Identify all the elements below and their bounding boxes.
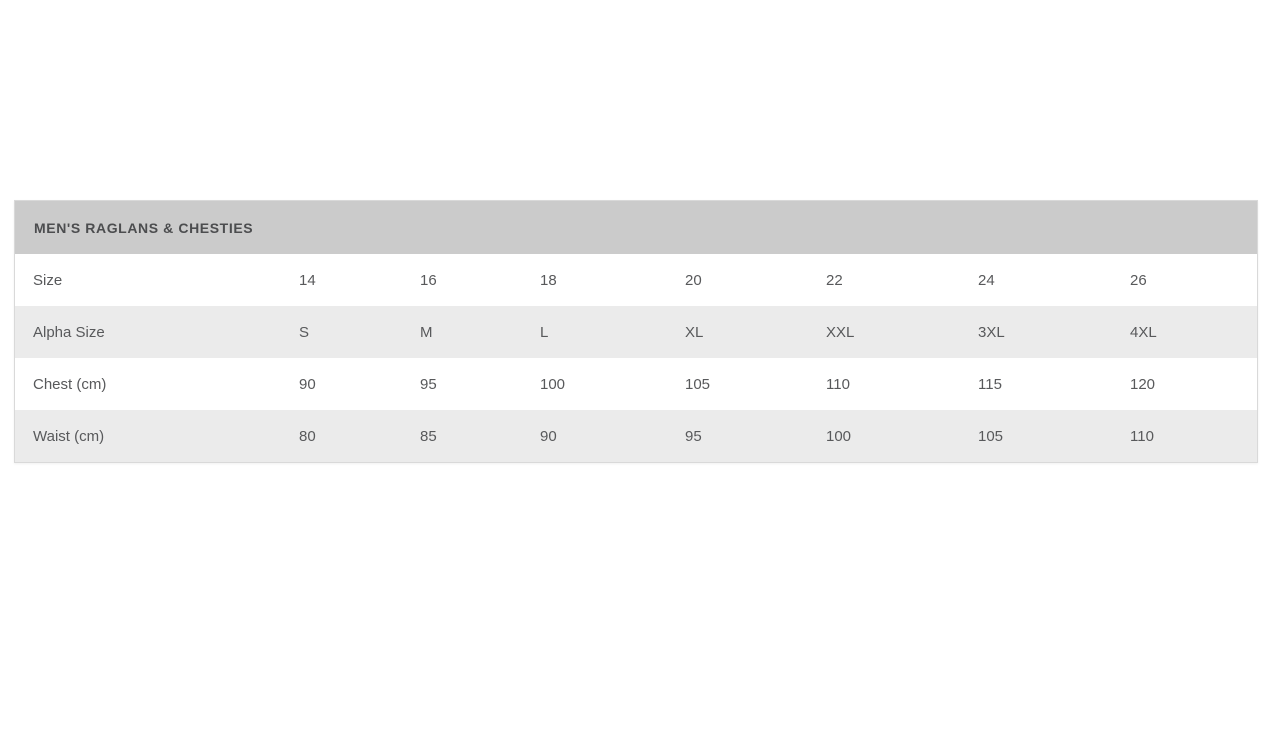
table-cell: 105 (685, 375, 711, 393)
table-row-alpha-size: Alpha Size S M L XL XXL 3XL 4XL (15, 306, 1257, 358)
table-cell: L (540, 323, 549, 341)
row-label: Size (33, 271, 63, 289)
table-cell: 26 (1130, 271, 1147, 289)
table-cell: 105 (978, 427, 1004, 445)
table-cell: 24 (978, 271, 995, 289)
table-row-size: Size 14 16 18 20 22 24 26 (15, 254, 1257, 306)
table-cell: 120 (1130, 375, 1156, 393)
table-cell: 18 (540, 271, 557, 289)
table-cell: 90 (540, 427, 557, 445)
table-cell: 100 (540, 375, 566, 393)
size-chart: MEN'S RAGLANS & CHESTIES Size 14 16 18 (14, 200, 1258, 463)
table-cell: 14 (299, 271, 316, 289)
table-cell: M (420, 323, 433, 341)
size-chart-table: Size 14 16 18 20 22 24 26 Alpha Size S M… (15, 254, 1257, 462)
table-row-waist: Waist (cm) 80 85 90 95 100 105 110 (15, 410, 1257, 462)
table-cell: 90 (299, 375, 316, 393)
table-cell: 95 (685, 427, 702, 445)
table-cell: S (299, 323, 310, 341)
table-cell: 115 (978, 375, 1002, 393)
table-cell: 110 (826, 375, 850, 393)
table-cell: 80 (299, 427, 316, 445)
table-cell: 110 (1130, 427, 1154, 445)
table-cell: 20 (685, 271, 702, 289)
row-label: Waist (cm) (33, 427, 105, 445)
table-row-chest: Chest (cm) 90 95 100 105 110 115 120 (15, 358, 1257, 410)
table-cell: XL (685, 323, 704, 341)
table-cell: XXL (826, 323, 855, 341)
table-cell: 85 (420, 427, 437, 445)
row-label: Chest (cm) (33, 375, 107, 393)
size-chart-title: MEN'S RAGLANS & CHESTIES (34, 219, 254, 236)
size-chart-header: MEN'S RAGLANS & CHESTIES (15, 201, 1257, 254)
table-cell: 16 (420, 271, 437, 289)
table-cell: 95 (420, 375, 437, 393)
table-cell: 22 (826, 271, 843, 289)
table-cell: 3XL (978, 323, 1005, 341)
table-cell: 4XL (1130, 323, 1157, 341)
row-label: Alpha Size (33, 323, 105, 341)
table-cell: 100 (826, 427, 852, 445)
